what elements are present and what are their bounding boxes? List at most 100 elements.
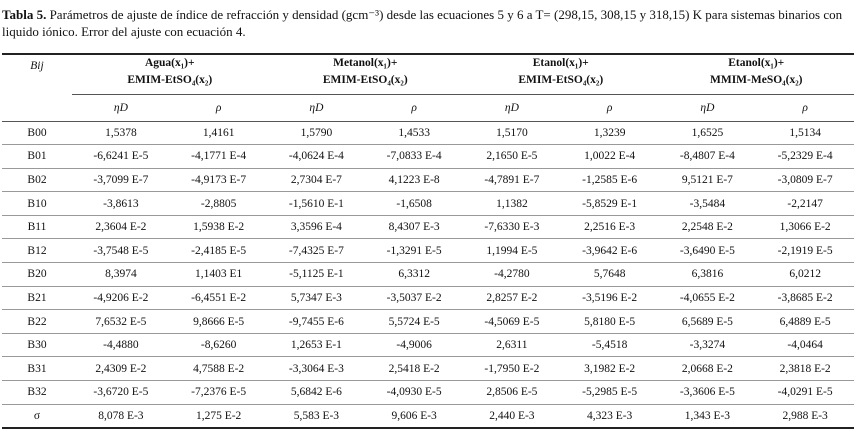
table-cell: 1,4161 (169, 121, 268, 146)
table-cell: 3,3596 E-4 (267, 215, 366, 240)
table-cell: -1,2585 E-6 (560, 168, 659, 193)
table-cell: 1,5170 (463, 121, 561, 146)
table-cell: -4,9006 (365, 333, 463, 358)
table-cell: -4,4880 (72, 333, 170, 358)
table-cell: 1,5134 (756, 121, 854, 146)
table-cell: 2,2516 E-3 (560, 215, 659, 240)
table-cell: 2,7304 E-7 (267, 168, 366, 193)
table-cell: -4,1771 E-4 (169, 144, 268, 169)
table-cell: -4,0930 E-5 (365, 380, 463, 405)
table-cell: 5,6842 E-6 (267, 380, 366, 405)
table-cell: 5,583 E-3 (267, 404, 366, 430)
table-cell: 1,275 E-2 (169, 404, 268, 430)
table-cell: 2,440 E-3 (463, 404, 561, 430)
table-cell: -4,9206 E-2 (72, 286, 170, 311)
property-header: ρ (365, 94, 463, 122)
row-label: B12 (2, 238, 72, 264)
caption-text: Parámetros de ajuste de índice de refrac… (2, 7, 843, 39)
table-cell: -3,6720 E-5 (72, 380, 170, 405)
group-line2: EMIM-EtSO₄(x₂) (127, 74, 213, 86)
table-row: B22 7,6532 E-5 9,8666 E-5 -9,7455 E-6 5,5724… (2, 309, 854, 334)
table-cell: 1,1403 E1 (169, 262, 268, 287)
group-line2: EMIM-EtSO₄(x₂) (322, 74, 408, 86)
table-row: B21 -4,9206 E-2 -6,4551 E-2 5,7347 E-3 -3,50… (2, 286, 854, 311)
row-label: B00 (2, 121, 72, 146)
group-header: Etanol(x₁)+ EMIM-EtSO₄(x₂) (463, 53, 659, 95)
table-cell: 7,6532 E-5 (72, 309, 170, 334)
table-cell: -2,8805 (169, 191, 268, 216)
table-cell: 9,8666 E-5 (169, 309, 268, 334)
table-cell: -3,9642 E-6 (560, 238, 659, 264)
table-cell: -3,0809 E-7 (756, 168, 854, 193)
property-header: ηD (463, 94, 561, 122)
table-cell: 5,7347 E-3 (267, 286, 366, 311)
table-row: σ 8,078 E-3 1,275 E-2 5,583 E-3 9,606 E-3 2,4… (2, 404, 854, 430)
parameters-table: Bij Agua(x₁)+ EMIM-EtSO₄(x₂) Metanol(x₁)+… (2, 53, 854, 430)
table-cell: -1,7950 E-2 (463, 356, 561, 382)
table-cell: -2,2147 (756, 191, 854, 216)
group-line1: Etanol(x₁)+ (532, 57, 589, 69)
table-cell: 6,3816 (658, 262, 757, 287)
table-cell: 1,4533 (365, 121, 463, 146)
table-cell: 2,3818 E-2 (756, 356, 854, 382)
group-line1: Etanol(x₁)+ (728, 57, 785, 69)
table-cell: 6,4889 E-5 (756, 309, 854, 334)
table-cell: -2,1919 E-5 (756, 238, 854, 264)
property-header: ρ (756, 94, 854, 122)
table-cell: 9,5121 E-7 (658, 168, 757, 193)
table-cell: 8,078 E-3 (72, 404, 170, 430)
table-cell: -2,4185 E-5 (169, 238, 268, 264)
table-row: B02 -3,7099 E-7 -4,9173 E-7 2,7304 E-7 4,122… (2, 168, 854, 193)
table-row: B11 2,3604 E-2 1,5938 E-2 3,3596 E-4 8,4307 … (2, 215, 854, 240)
table-cell: -4,0655 E-2 (658, 286, 757, 311)
group-line1: Agua(x₁)+ (144, 57, 195, 69)
table-cell: 2,0668 E-2 (658, 356, 757, 382)
table-cell: 1,3066 E-2 (756, 215, 854, 240)
table-cell: 1,1994 E-5 (463, 238, 561, 264)
table-cell: 1,6525 (658, 121, 757, 146)
group-line2: EMIM-EtSO₄(x₂) (518, 74, 604, 86)
caption-label: Tabla 5. (2, 7, 47, 22)
table-cell: 3,1982 E-2 (560, 356, 659, 382)
table-cell: -5,4518 (560, 333, 659, 358)
table-caption: Tabla 5. Parámetros de ajuste de índice … (2, 6, 852, 40)
table-cell: -3,3064 E-3 (267, 356, 366, 382)
table-row: B32 -3,6720 E-5 -7,2376 E-5 5,6842 E-6 -4,09… (2, 380, 854, 405)
table-cell: -7,6330 E-3 (463, 215, 561, 240)
table-cell: -3,6490 E-5 (658, 238, 757, 264)
table-cell: 5,8180 E-5 (560, 309, 659, 334)
table-cell: -3,7548 E-5 (72, 238, 170, 264)
table-cell: -6,4551 E-2 (169, 286, 268, 311)
table-cell: 8,4307 E-3 (365, 215, 463, 240)
table-cell: 1,5378 (72, 121, 170, 146)
table-cell: -7,2376 E-5 (169, 380, 268, 405)
table-cell: 2,6311 (463, 333, 561, 358)
table-cell: 8,3974 (72, 262, 170, 287)
property-header: ηD (72, 94, 170, 122)
table-cell: 4,7588 E-2 (169, 356, 268, 382)
group-header: Etanol(x₁)+ MMIM-MeSO₄(x₂) (658, 53, 854, 95)
row-label: B10 (2, 191, 72, 216)
table-row: B12 -3,7548 E-5 -2,4185 E-5 -7,4325 E-7 -1,3… (2, 238, 854, 264)
property-header: ηD (267, 94, 366, 122)
bij-header: Bij (2, 53, 72, 94)
table-cell: -5,1125 E-1 (267, 262, 366, 287)
table-cell: -1,3291 E-5 (365, 238, 463, 264)
row-label: B21 (2, 286, 72, 311)
table-cell: 2,1650 E-5 (463, 144, 561, 169)
table-cell: 2,4309 E-2 (72, 356, 170, 382)
table-cell: 1,3239 (560, 121, 659, 146)
row-label: B32 (2, 380, 72, 405)
table-cell: -3,5484 (658, 191, 757, 216)
group-line2: MMIM-MeSO₄(x₂) (710, 74, 803, 86)
row-label: B01 (2, 144, 72, 169)
table-cell: 1,2653 E-1 (267, 333, 366, 358)
table-cell: 1,0022 E-4 (560, 144, 659, 169)
property-header: ρ (169, 94, 268, 122)
table-cell: -7,0833 E-4 (365, 144, 463, 169)
table-cell: -4,0464 (756, 333, 854, 358)
table-cell: 2,2548 E-2 (658, 215, 757, 240)
table-cell: 6,3312 (365, 262, 463, 287)
table-cell: -4,0291 E-5 (756, 380, 854, 405)
group-header: Agua(x₁)+ EMIM-EtSO₄(x₂) (72, 53, 268, 95)
